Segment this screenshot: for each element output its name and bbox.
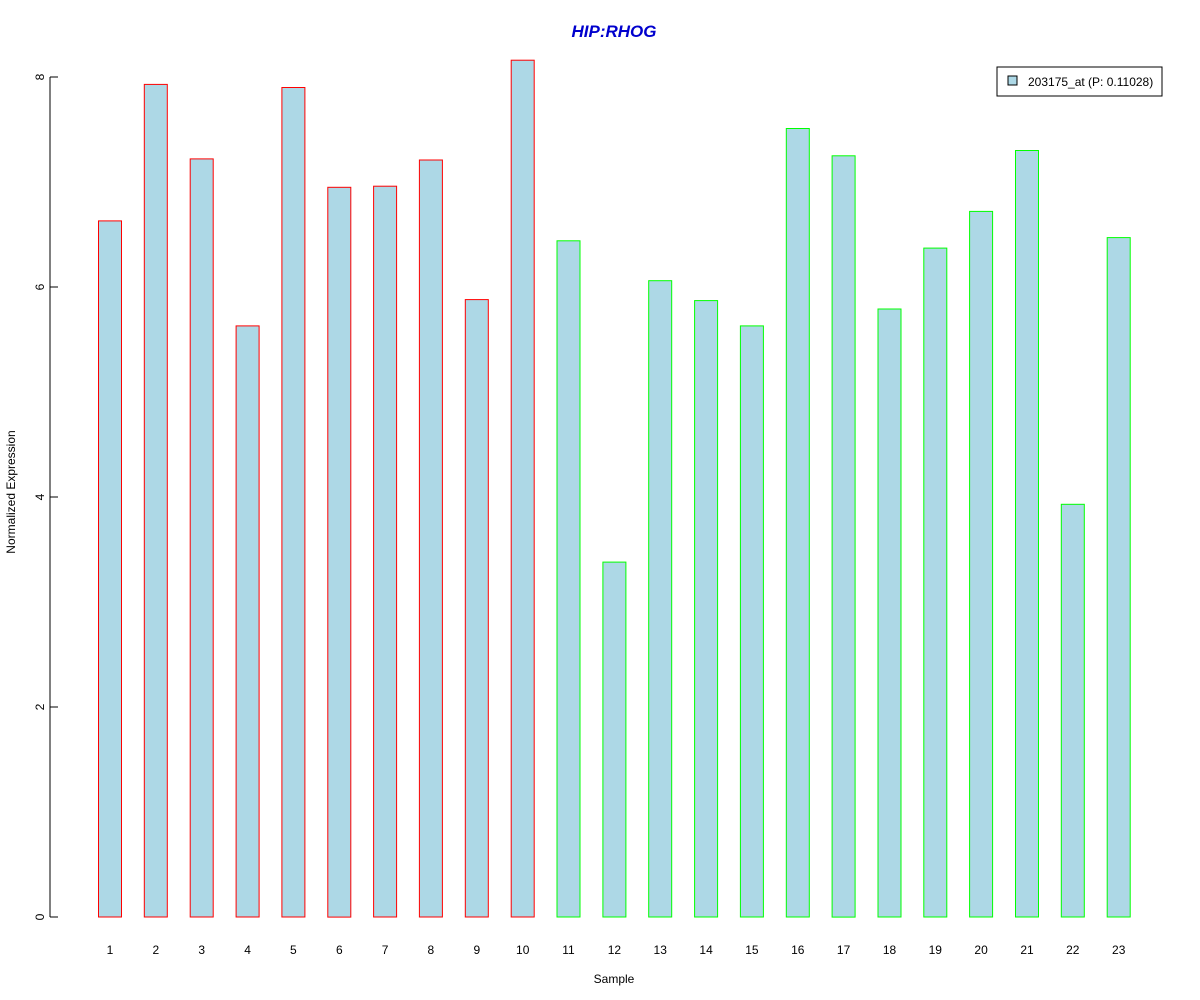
x-tick-label: 20	[974, 943, 988, 957]
x-tick-label: 8	[428, 943, 435, 957]
y-tick-label: 0	[33, 913, 47, 920]
bar	[327, 186, 352, 918]
y-tick-label: 4	[33, 493, 47, 500]
x-tick-label: 6	[336, 943, 343, 957]
x-tick-label: 3	[198, 943, 205, 957]
x-tick-label: 18	[883, 943, 897, 957]
bar	[281, 87, 306, 918]
bars-group	[98, 59, 1131, 918]
bar	[235, 325, 260, 918]
bar	[98, 220, 122, 918]
chart-title: HIP:RHOG	[572, 22, 657, 41]
bar	[694, 300, 719, 918]
x-tick-label: 21	[1020, 943, 1034, 957]
bar	[1106, 237, 1131, 918]
y-tick-label: 2	[33, 703, 47, 710]
y-axis: 0 2 4 6 8	[33, 73, 58, 920]
legend-swatch	[1007, 75, 1018, 86]
bar	[602, 561, 627, 918]
bar	[1060, 503, 1085, 918]
bar	[877, 308, 902, 918]
x-axis-label: Sample	[594, 972, 635, 986]
x-tick-label: 23	[1112, 943, 1126, 957]
x-tick-label: 4	[244, 943, 251, 957]
bar	[510, 59, 535, 918]
y-tick-label: 8	[33, 73, 47, 80]
legend-label: 203175_at (P: 0.11028)	[1028, 75, 1153, 89]
x-tick-label: 15	[745, 943, 759, 957]
x-tick-label: 16	[791, 943, 805, 957]
x-tick-label: 9	[473, 943, 480, 957]
bar	[785, 128, 810, 918]
x-tick-label: 5	[290, 943, 297, 957]
legend-box	[996, 66, 1163, 97]
x-tick-label: 1	[107, 943, 114, 957]
bar	[969, 210, 994, 918]
bar	[648, 280, 673, 918]
bar	[189, 158, 214, 918]
bar	[418, 159, 443, 918]
bar	[1015, 150, 1039, 918]
x-tick-label: 11	[562, 943, 575, 957]
bar	[739, 325, 764, 918]
x-tick-label: 2	[152, 943, 159, 957]
bar	[143, 83, 168, 918]
y-tick-label: 6	[33, 283, 47, 290]
legend: 203175_at (P: 0.11028)	[996, 66, 1163, 97]
bar	[373, 185, 398, 918]
x-tick-label: 10	[516, 943, 530, 957]
x-tick-label: 7	[382, 943, 389, 957]
x-axis-ticks: 1 2 3 4 5 6 7 8 9 10 11 12 13 14 15 16 17 18 19 20 21 22 23	[107, 943, 1126, 957]
bar	[831, 155, 856, 918]
x-tick-label: 17	[837, 943, 851, 957]
y-axis-label: Normalized Expression	[4, 430, 18, 553]
x-tick-label: 22	[1066, 943, 1080, 957]
x-tick-label: 14	[699, 943, 713, 957]
bar	[556, 240, 581, 918]
x-tick-label: 19	[929, 943, 943, 957]
bar	[923, 247, 948, 918]
x-tick-label: 13	[654, 943, 668, 957]
bar	[464, 299, 489, 918]
x-tick-label: 12	[608, 943, 622, 957]
